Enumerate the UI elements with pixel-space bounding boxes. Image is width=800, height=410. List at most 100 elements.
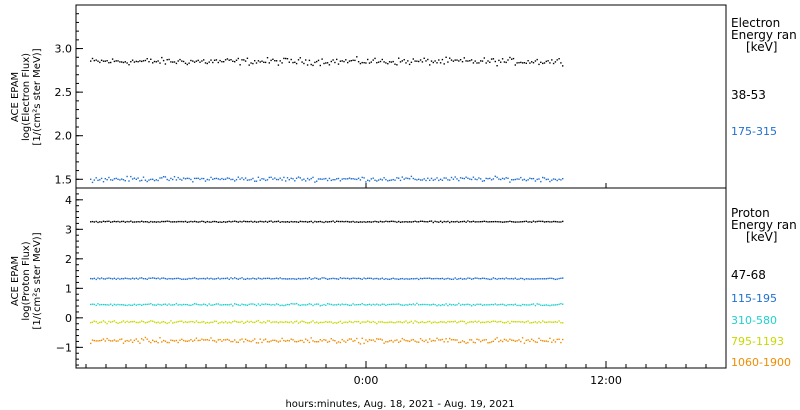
data-point — [188, 304, 190, 306]
data-point — [407, 304, 409, 306]
data-point — [490, 278, 493, 280]
data-point — [385, 62, 387, 64]
data-point — [199, 178, 201, 181]
data-point — [427, 177, 429, 179]
data-point — [443, 341, 445, 343]
data-point — [423, 303, 425, 306]
data-point — [170, 61, 172, 63]
data-point — [285, 321, 287, 323]
data-point — [390, 220, 393, 222]
data-point — [190, 339, 192, 341]
data-point — [414, 220, 416, 222]
proton-ylabel-line-2: log(Proton Flux) — [21, 241, 32, 320]
data-point — [215, 320, 218, 323]
data-point — [263, 303, 265, 306]
data-point — [259, 61, 261, 63]
data-point — [283, 304, 285, 307]
proton-series-115-195 — [90, 277, 564, 281]
data-point — [314, 61, 316, 64]
data-point — [556, 304, 558, 306]
data-point — [264, 303, 267, 305]
data-point — [121, 338, 123, 340]
data-point — [480, 303, 482, 305]
data-point — [186, 177, 188, 179]
data-point — [531, 178, 533, 180]
data-point — [124, 180, 126, 182]
data-point — [503, 338, 506, 341]
data-point — [416, 60, 418, 62]
data-point — [210, 337, 212, 339]
data-point — [323, 62, 325, 65]
data-point — [206, 220, 208, 223]
data-point — [250, 303, 252, 305]
data-point — [172, 278, 174, 280]
data-point — [511, 221, 513, 223]
data-point — [301, 179, 303, 181]
data-point — [257, 277, 260, 279]
data-point — [213, 220, 216, 223]
data-point — [141, 220, 143, 222]
data-point — [381, 221, 383, 223]
data-point — [100, 277, 103, 279]
data-point — [478, 320, 480, 322]
data-point — [275, 178, 278, 181]
data-point — [500, 178, 502, 181]
data-point — [252, 277, 254, 279]
data-point — [511, 58, 513, 60]
data-point — [547, 60, 549, 62]
data-point — [152, 221, 154, 223]
data-point — [288, 340, 290, 342]
data-point — [241, 221, 243, 223]
data-point — [113, 178, 116, 180]
data-point — [228, 339, 230, 341]
data-point — [334, 179, 336, 181]
data-point — [244, 220, 247, 223]
data-point — [122, 278, 125, 280]
data-point — [423, 57, 425, 59]
data-point — [503, 322, 506, 324]
data-point — [115, 177, 117, 180]
data-point — [474, 178, 476, 180]
data-point — [478, 221, 480, 223]
data-point — [286, 58, 289, 60]
data-point — [399, 61, 402, 63]
data-point — [115, 304, 117, 306]
data-point — [507, 278, 509, 280]
data-point — [390, 179, 393, 181]
data-point — [536, 178, 538, 181]
data-point — [489, 61, 491, 63]
data-point — [223, 322, 225, 324]
data-point — [527, 179, 529, 181]
data-point — [383, 221, 385, 223]
data-point — [290, 338, 292, 340]
data-point — [394, 322, 396, 324]
data-point — [181, 220, 183, 223]
data-point — [290, 58, 292, 61]
data-point — [131, 277, 134, 279]
data-point — [100, 303, 103, 306]
data-point — [441, 338, 444, 341]
data-point — [182, 177, 185, 179]
data-point — [150, 220, 152, 223]
data-point — [501, 303, 504, 305]
data-point — [365, 339, 367, 341]
data-point — [264, 179, 267, 182]
data-point — [217, 178, 219, 180]
data-point — [410, 221, 413, 223]
data-point — [130, 175, 132, 178]
data-point — [243, 304, 245, 306]
electron-y-ticks: 1.52.02.53.0 — [55, 13, 83, 186]
data-point — [556, 59, 558, 61]
data-point — [527, 278, 529, 280]
data-point — [490, 341, 493, 343]
data-point — [316, 321, 318, 323]
data-point — [210, 321, 212, 323]
data-point — [438, 278, 440, 280]
data-point — [141, 304, 143, 306]
data-point — [387, 303, 389, 306]
data-point — [354, 221, 356, 223]
data-point — [184, 278, 187, 280]
data-point — [223, 339, 225, 341]
data-point — [374, 220, 376, 223]
data-point — [117, 303, 119, 306]
